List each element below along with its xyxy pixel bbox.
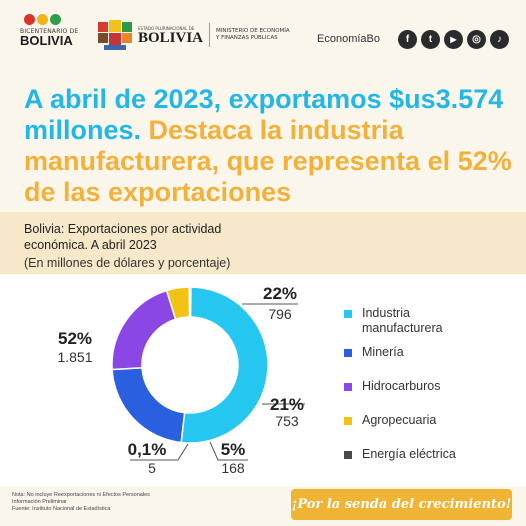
- legend-label: Agropecuaria: [362, 413, 437, 427]
- value-label: 796: [268, 306, 292, 322]
- donut-slice: [111, 289, 177, 371]
- legend-swatch: [344, 383, 352, 391]
- coat-of-arms-icon: [98, 20, 132, 50]
- headline: A abril de 2023, exportamos $us3.574 mil…: [24, 84, 514, 208]
- gov-big-text: BOLIVIA: [138, 29, 204, 46]
- donut-chart: 52%1.851 22% 796 21%753 5%168 0,1%5: [57, 284, 305, 476]
- facebook-icon[interactable]: f: [398, 30, 417, 49]
- footnote-2: Información Preliminar: [12, 499, 68, 505]
- donut-slice: [188, 286, 192, 318]
- brand-handle[interactable]: EconomíaBo: [317, 33, 380, 45]
- footnotes: Nota: No incluye Reexportaciones ni Efec…: [12, 492, 150, 513]
- footnote-3: Fuente: Instituto Nacional de Estadístic…: [12, 506, 111, 512]
- ministry-line-1: MINISTERIO DE ECONOMÍA: [216, 28, 290, 34]
- legend-label: Hidrocarburos: [362, 379, 441, 393]
- chart-title: Bolivia: Exportaciones por actividad eco…: [24, 222, 222, 252]
- tiktok-icon[interactable]: ♪: [490, 30, 509, 49]
- value-label: 1.851: [57, 349, 92, 365]
- bicentenario-small-text: BICENTENARIO DE: [20, 28, 79, 35]
- ministry-name: MINISTERIO DE ECONOMÍA Y FINANZAS PÚBLIC…: [216, 28, 290, 42]
- percent-label: 22%: [263, 284, 297, 303]
- legend-label: Energía eléctrica: [362, 447, 456, 461]
- logo-divider: [209, 23, 211, 47]
- legend-swatch: [344, 310, 352, 318]
- legend-item: Agropecuaria: [344, 413, 436, 428]
- bicentenario-mark: [24, 14, 82, 25]
- value-label: 753: [275, 413, 299, 429]
- percent-label: 52%: [58, 329, 92, 348]
- legend-item: Industria manufacturera: [344, 306, 482, 336]
- chart-subtitle: (En millones de dólares y porcentaje): [24, 256, 231, 270]
- legend-swatch: [344, 349, 352, 357]
- legend-label: Minería: [362, 345, 404, 359]
- chart-title-band: [0, 212, 526, 274]
- instagram-icon[interactable]: ◎: [467, 30, 486, 49]
- legend-item: Energía eléctrica: [344, 447, 456, 462]
- percent-label: 0,1%: [128, 440, 167, 459]
- legend-item: Minería: [344, 345, 404, 360]
- donut-slice: [111, 366, 186, 444]
- percent-label: 5%: [221, 440, 246, 459]
- legend-item: Hidrocarburos: [344, 379, 441, 394]
- legend-swatch: [344, 451, 352, 459]
- bicentenario-logo: BICENTENARIO DE BOLIVIA: [20, 14, 82, 47]
- youtube-icon[interactable]: ▶: [444, 30, 463, 49]
- leader-line: [130, 443, 189, 461]
- social-links: f t ▶ ◎ ♪: [398, 30, 509, 49]
- gov-small-text: ESTADO PLURINACIONAL DE: [138, 25, 195, 31]
- bicentenario-big-text: BOLIVIA: [20, 33, 73, 48]
- ministry-line-2: Y FINANZAS PÚBLICAS: [216, 35, 278, 41]
- header-bar: BICENTENARIO DE BOLIVIA ESTADO PLURINACI…: [0, 0, 526, 72]
- legend-label: Industria manufacturera: [362, 306, 443, 335]
- value-label: 5: [148, 460, 156, 476]
- slogan-banner: ¡Por la senda del crecimiento!: [291, 489, 512, 520]
- twitter-icon[interactable]: t: [421, 30, 440, 49]
- donut-slice: [180, 286, 269, 444]
- value-label: 168: [221, 460, 245, 476]
- headline-part-2: Destaca la industria manufacturera, que …: [24, 115, 512, 207]
- government-logo: ESTADO PLURINACIONAL DE BOLIVIA MINISTER…: [96, 18, 290, 52]
- leader-line: [209, 441, 248, 461]
- headline-part-1: A abril de 2023, exportamos $us3.574 mil…: [24, 84, 504, 145]
- legend-swatch: [344, 417, 352, 425]
- footnote-1: Nota: No incluye Reexportaciones ni Efec…: [12, 492, 150, 498]
- percent-label: 21%: [270, 395, 304, 414]
